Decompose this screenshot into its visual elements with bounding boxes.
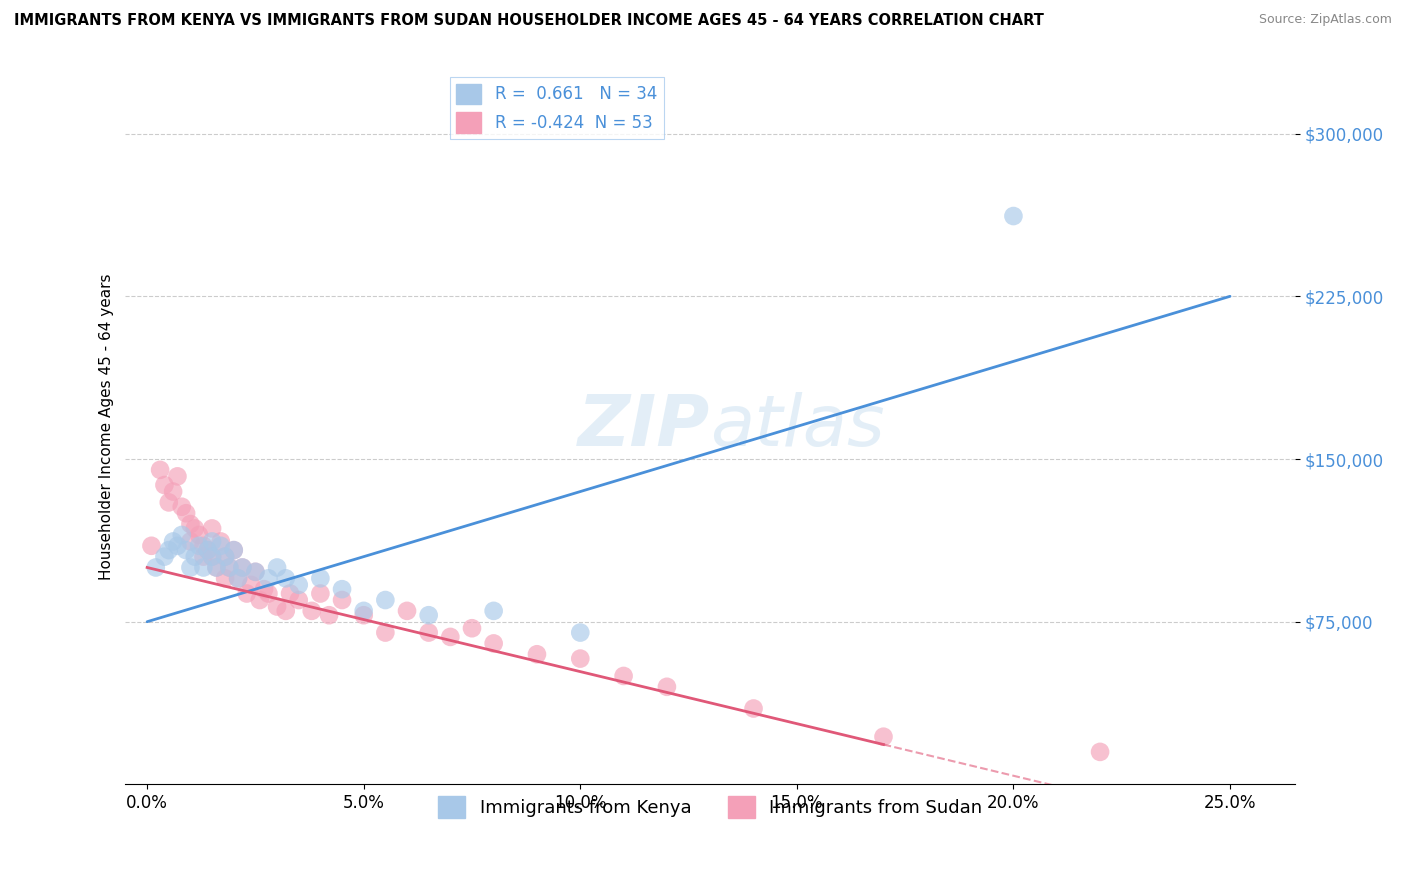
Point (374, 593, 396, 607)
Point (257, 586, 280, 600)
Point (197, 543, 219, 558)
Point (274, 571, 297, 585)
Y-axis label: Householder Income Ages 45 - 64 years: Householder Income Ages 45 - 64 years (100, 273, 114, 580)
Point (214, 549, 236, 564)
Point (330, 593, 353, 607)
Point (309, 586, 332, 600)
Point (274, 604, 297, 618)
Point (655, 680, 678, 694)
Point (166, 539, 188, 553)
Point (353, 608, 375, 623)
Point (309, 571, 332, 585)
Point (231, 560, 253, 574)
Point (188, 539, 211, 553)
Point (170, 528, 193, 542)
Point (201, 549, 224, 564)
Point (257, 571, 280, 585)
Point (193, 549, 215, 564)
Point (184, 521, 207, 535)
Point (193, 539, 215, 553)
Point (253, 582, 276, 597)
Point (226, 571, 249, 585)
Point (353, 604, 375, 618)
Point (205, 560, 228, 574)
Point (166, 469, 188, 483)
Point (278, 586, 301, 600)
Point (569, 651, 592, 665)
Point (174, 543, 197, 558)
Point (184, 549, 207, 564)
Point (439, 630, 461, 644)
Point (245, 565, 267, 579)
Point (301, 604, 323, 618)
Point (569, 625, 592, 640)
Point (214, 571, 236, 585)
Point (266, 599, 288, 614)
Point (179, 560, 201, 574)
Point (231, 560, 253, 574)
Point (266, 560, 288, 574)
Point (742, 701, 765, 715)
Point (218, 560, 240, 574)
Point (287, 578, 309, 592)
Point (174, 506, 197, 520)
Point (162, 534, 184, 549)
Point (482, 604, 505, 618)
Text: IMMIGRANTS FROM KENYA VS IMMIGRANTS FROM SUDAN HOUSEHOLDER INCOME AGES 45 - 64 Y: IMMIGRANTS FROM KENYA VS IMMIGRANTS FROM… (14, 13, 1043, 29)
Point (209, 539, 232, 553)
Point (1088, 745, 1111, 759)
Point (249, 593, 271, 607)
Point (201, 549, 224, 564)
Point (188, 528, 211, 542)
Point (330, 582, 353, 597)
Point (153, 478, 176, 492)
Point (222, 543, 245, 558)
Point (193, 560, 215, 574)
Point (141, 539, 163, 553)
Point (179, 534, 201, 549)
Point (153, 549, 176, 564)
Point (240, 578, 263, 592)
Point (201, 521, 224, 535)
Point (236, 586, 259, 600)
Point (205, 560, 228, 574)
Point (157, 543, 180, 558)
Point (222, 543, 245, 558)
Point (1002, 209, 1025, 223)
Point (418, 608, 440, 623)
Point (374, 625, 396, 640)
Point (872, 730, 894, 744)
Point (179, 517, 201, 532)
Point (226, 571, 249, 585)
Point (157, 495, 180, 509)
Text: atlas: atlas (710, 392, 884, 461)
Point (214, 549, 236, 564)
Point (245, 565, 267, 579)
Point (482, 636, 505, 650)
Legend: Immigrants from Kenya, Immigrants from Sudan: Immigrants from Kenya, Immigrants from S… (432, 789, 990, 825)
Point (526, 647, 548, 661)
Point (287, 593, 309, 607)
Point (395, 604, 418, 618)
Text: Source: ZipAtlas.com: Source: ZipAtlas.com (1258, 13, 1392, 27)
Point (218, 560, 240, 574)
Point (613, 669, 636, 683)
Point (201, 534, 224, 549)
Point (209, 534, 232, 549)
Point (170, 500, 193, 514)
Point (318, 608, 340, 623)
Point (461, 621, 484, 635)
Point (145, 560, 167, 574)
Point (162, 484, 184, 499)
Point (197, 543, 219, 558)
Text: ZIP: ZIP (578, 392, 710, 461)
Point (418, 625, 440, 640)
Point (149, 463, 172, 477)
